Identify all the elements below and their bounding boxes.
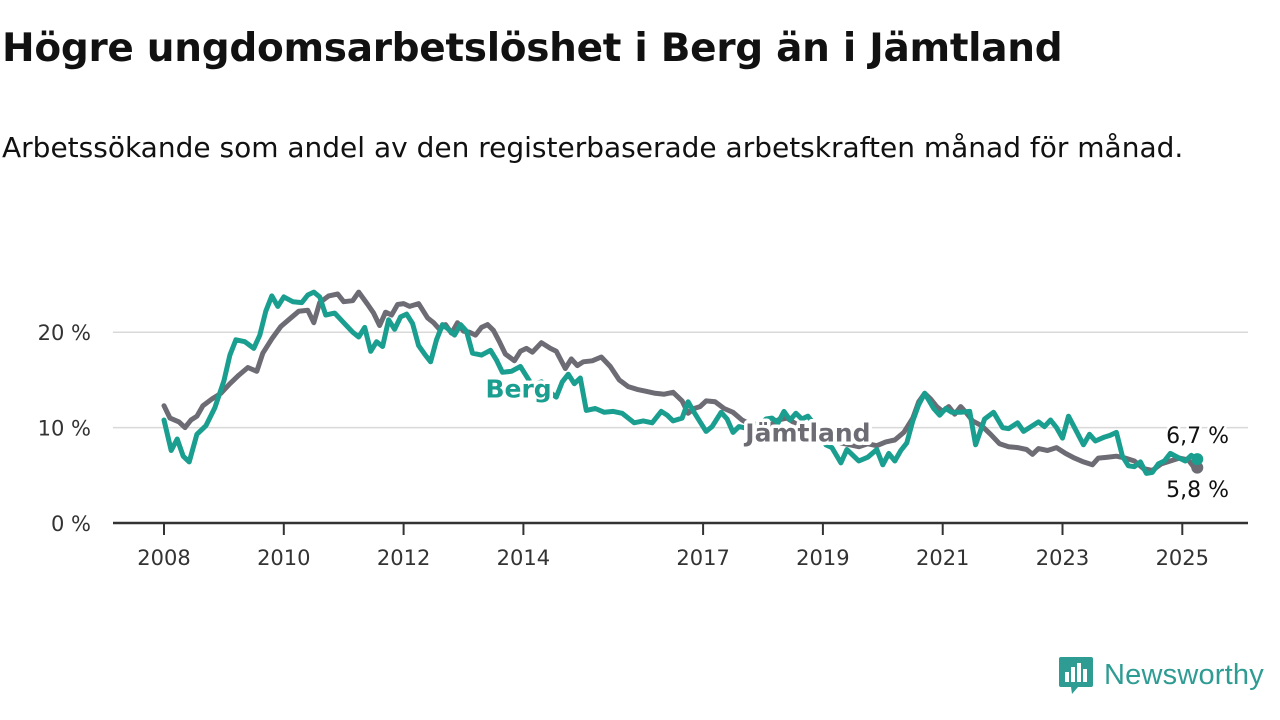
chart-title: Högre ungdomsarbetslöshet i Berg än i Jä… bbox=[2, 26, 1063, 71]
newsworthy-logo: Newsworthy bbox=[1058, 654, 1264, 696]
newsworthy-bar-chart-icon bbox=[1059, 657, 1093, 694]
x-tick-label: 2010 bbox=[257, 546, 310, 570]
series-label-jamtland: Jämtland bbox=[743, 418, 870, 447]
series-line-berg bbox=[161, 289, 1200, 476]
x-tick-label: 2025 bbox=[1156, 546, 1209, 570]
x-tick-label: 2017 bbox=[676, 546, 729, 570]
x-tick-label: 2021 bbox=[916, 546, 969, 570]
y-tick-label: 20 % bbox=[38, 321, 91, 345]
x-tick-label: 2012 bbox=[377, 546, 430, 570]
chart-subtitle: Arbetssökande som andel av den registerb… bbox=[2, 131, 1184, 164]
y-tick-label: 0 % bbox=[51, 512, 91, 536]
series-line-jamtland bbox=[161, 289, 1200, 473]
x-tick-label: 2014 bbox=[497, 546, 550, 570]
end-value-label: 5,8 % bbox=[1166, 478, 1229, 503]
end-point-marker bbox=[1191, 453, 1204, 466]
x-tick-label: 2019 bbox=[796, 546, 849, 570]
logo-text: Newsworthy bbox=[1104, 658, 1264, 691]
end-value-label: 6,7 % bbox=[1166, 424, 1229, 449]
series-label-berg: Berg bbox=[485, 374, 551, 403]
x-tick-label: 2008 bbox=[137, 546, 190, 570]
end-point-marker bbox=[1191, 461, 1204, 474]
y-tick-label: 10 % bbox=[38, 417, 91, 441]
x-tick-label: 2023 bbox=[1036, 546, 1089, 570]
